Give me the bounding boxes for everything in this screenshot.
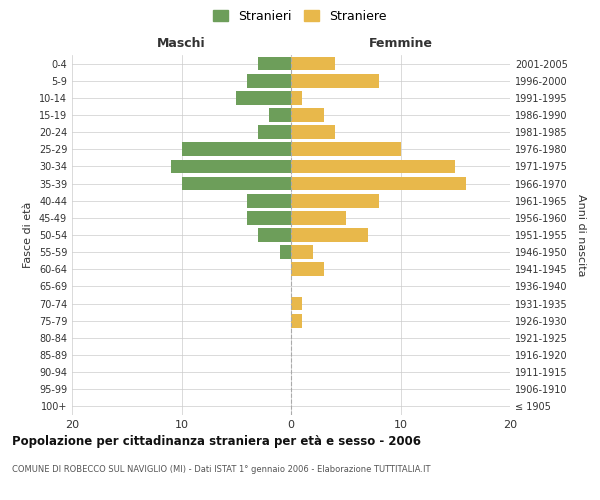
- Bar: [291, 194, 379, 207]
- Text: Femmine: Femmine: [368, 37, 433, 50]
- Bar: [236, 91, 291, 104]
- Bar: [247, 194, 291, 207]
- Legend: Stranieri, Straniere: Stranieri, Straniere: [209, 6, 391, 26]
- Bar: [291, 91, 302, 104]
- Bar: [258, 228, 291, 242]
- Bar: [291, 296, 302, 310]
- Bar: [291, 126, 335, 139]
- Bar: [291, 56, 335, 70]
- Text: Maschi: Maschi: [157, 37, 206, 50]
- Bar: [258, 126, 291, 139]
- Y-axis label: Fasce di età: Fasce di età: [23, 202, 33, 268]
- Bar: [181, 176, 291, 190]
- Bar: [291, 160, 455, 173]
- Text: Popolazione per cittadinanza straniera per età e sesso - 2006: Popolazione per cittadinanza straniera p…: [12, 435, 421, 448]
- Bar: [291, 176, 466, 190]
- Bar: [170, 160, 291, 173]
- Bar: [280, 246, 291, 259]
- Bar: [291, 108, 324, 122]
- Bar: [291, 262, 324, 276]
- Bar: [247, 211, 291, 224]
- Bar: [291, 314, 302, 328]
- Bar: [291, 246, 313, 259]
- Bar: [291, 228, 368, 242]
- Bar: [291, 74, 379, 88]
- Bar: [247, 74, 291, 88]
- Bar: [181, 142, 291, 156]
- Y-axis label: Anni di nascita: Anni di nascita: [576, 194, 586, 276]
- Bar: [291, 211, 346, 224]
- Bar: [258, 56, 291, 70]
- Bar: [291, 142, 401, 156]
- Bar: [269, 108, 291, 122]
- Text: COMUNE DI ROBECCO SUL NAVIGLIO (MI) - Dati ISTAT 1° gennaio 2006 - Elaborazione : COMUNE DI ROBECCO SUL NAVIGLIO (MI) - Da…: [12, 465, 431, 474]
